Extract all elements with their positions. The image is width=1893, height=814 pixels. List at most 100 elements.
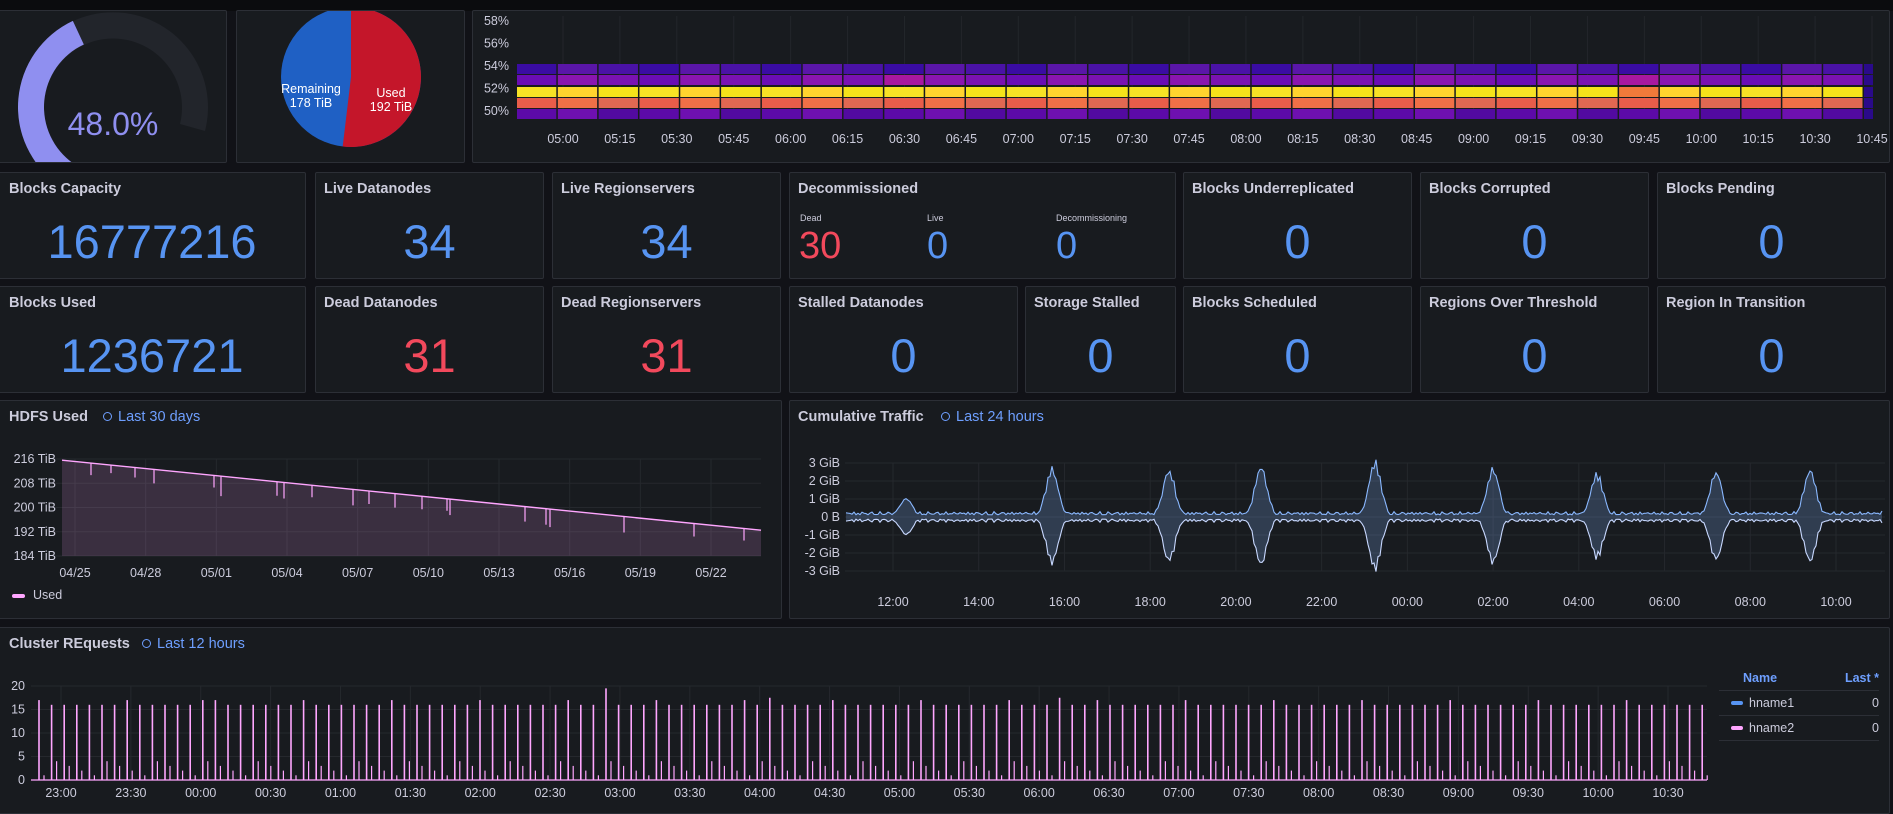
heatmap-cell xyxy=(1170,98,1210,108)
gauge-panel[interactable]: 48.0% xyxy=(0,10,227,163)
heatmap-cell xyxy=(1006,109,1047,119)
heatmap-cell xyxy=(1659,75,1700,85)
heatmap-cell xyxy=(966,75,1006,85)
heatmap-cell xyxy=(1823,98,1863,108)
requests-x-tick: 02:00 xyxy=(465,786,496,800)
heatmap-cell xyxy=(517,98,557,108)
heatmap-x-tick: 06:15 xyxy=(832,132,863,146)
heatmap-cell xyxy=(1047,87,1087,97)
heatmap-x-tick: 09:30 xyxy=(1572,132,1603,146)
blocks-underreplicated-panel[interactable]: Blocks Underreplicated 0 xyxy=(1183,172,1412,279)
traffic-x-tick: 12:00 xyxy=(877,595,908,609)
requests-y-tick: 10 xyxy=(11,726,25,740)
heatmap-cell xyxy=(761,75,802,85)
heatmap-cell xyxy=(1619,98,1659,108)
traffic-y-tick: 1 GiB xyxy=(809,492,840,506)
heatmap-cell xyxy=(843,98,883,108)
heatmap-panel[interactable]: 58% 56% 54% 52% 50% 05:00 05:15 05:30 05:45 06:00… xyxy=(472,10,1890,163)
cluster-requests-panel[interactable]: Cluster REquests Last 12 hours 20 15 10 5 0 2… xyxy=(0,627,1890,814)
heatmap-cell xyxy=(1415,75,1455,85)
blocks-scheduled-panel[interactable]: Blocks Scheduled 0 xyxy=(1183,286,1412,393)
pie-chart: Remaining 178 TiB Used 192 TiB xyxy=(281,11,421,147)
heatmap-chart: 58% 56% 54% 52% 50% 05:00 05:15 05:30 05:45 06:00… xyxy=(484,14,1888,146)
heatmap-cell xyxy=(1496,64,1536,74)
decommissioning-label: Decommissioning xyxy=(1056,213,1128,223)
heatmap-x-tick: 06:00 xyxy=(775,132,806,146)
decommissioned-panel[interactable]: Decommissioned Dead 30 Live 0 Decommissi… xyxy=(789,172,1176,279)
time-range-label: Last 30 days xyxy=(118,409,201,425)
blocks-used-panel[interactable]: Blocks Used 1236721 xyxy=(0,286,306,393)
heatmap-cell xyxy=(802,109,843,119)
panel-title: Live Regionservers xyxy=(561,181,695,197)
requests-y-tick: 15 xyxy=(11,703,25,717)
panel-title: Dead Regionservers xyxy=(561,295,702,311)
requests-x-tick: 08:30 xyxy=(1373,786,1404,800)
heatmap-cell xyxy=(680,87,720,97)
requests-x-tick: 07:00 xyxy=(1163,786,1194,800)
regions-over-threshold-panel[interactable]: Regions Over Threshold 0 xyxy=(1420,286,1649,393)
requests-x-tick: 23:00 xyxy=(45,786,76,800)
heatmap-x-tick: 08:45 xyxy=(1401,132,1432,146)
hdfs-x-tick: 04/28 xyxy=(130,566,161,580)
heatmap-cell xyxy=(1782,87,1822,97)
blocks-pending-panel[interactable]: Blocks Pending 0 xyxy=(1657,172,1886,279)
heatmap-cell xyxy=(721,75,761,85)
heatmap-cell xyxy=(1496,75,1536,85)
heatmap-cell xyxy=(1700,98,1741,108)
requests-x-tick: 05:00 xyxy=(884,786,915,800)
heatmap-cell xyxy=(884,75,924,85)
blocks-corrupted-panel[interactable]: Blocks Corrupted 0 xyxy=(1420,172,1649,279)
heatmap-cell xyxy=(843,87,883,97)
heatmap-cell xyxy=(1333,87,1373,97)
panel-title: Cumulative Traffic xyxy=(798,409,924,425)
requests-x-tick: 00:30 xyxy=(255,786,286,800)
heatmap-x-tick: 08:00 xyxy=(1230,132,1261,146)
dead-regionservers-panel[interactable]: Dead Regionservers 31 xyxy=(552,286,781,393)
time-range-link[interactable]: Last 12 hours xyxy=(142,636,245,652)
traffic-x-tick: 04:00 xyxy=(1563,595,1594,609)
gauge-fill xyxy=(18,20,84,162)
cumulative-traffic-panel[interactable]: Cumulative Traffic Last 24 hours 3 GiB 2 … xyxy=(789,400,1890,619)
heatmap-cell xyxy=(1047,75,1087,85)
live-datanodes-panel[interactable]: Live Datanodes 34 xyxy=(315,172,544,279)
requests-x-tick: 06:00 xyxy=(1024,786,1055,800)
region-in-transition-panel[interactable]: Region In Transition 0 xyxy=(1657,286,1886,393)
panel-title: Live Datanodes xyxy=(324,181,432,197)
stat-value: 16777216 xyxy=(47,215,257,268)
requests-x-tick: 00:00 xyxy=(185,786,216,800)
storage-stalled-panel[interactable]: Storage Stalled 0 xyxy=(1025,286,1176,393)
blocks-capacity-panel[interactable]: Blocks Capacity 16777216 xyxy=(0,172,306,279)
heatmap-cell xyxy=(1129,64,1169,74)
hdfs-used-panel[interactable]: HDFS Used Last 30 days 216 TiB 208 TiB 200… xyxy=(0,400,782,619)
heatmap-cell xyxy=(761,64,802,74)
time-range-link[interactable]: Last 24 hours xyxy=(941,409,1044,425)
requests-y-tick: 0 xyxy=(18,773,25,787)
legend-row-hname1[interactable]: hname1 0 xyxy=(1719,691,1879,716)
legend-col-last[interactable]: Last * xyxy=(1844,671,1879,685)
traffic-x-tick: 00:00 xyxy=(1392,595,1423,609)
live-regionservers-panel[interactable]: Live Regionservers 34 xyxy=(552,172,781,279)
heatmap-cell xyxy=(1251,64,1292,74)
stalled-datanodes-panel[interactable]: Stalled Datanodes 0 xyxy=(789,286,1018,393)
stat-value: 0 xyxy=(1758,215,1785,268)
heatmap-cell xyxy=(1864,87,1873,97)
dead-datanodes-panel[interactable]: Dead Datanodes 31 xyxy=(315,286,544,393)
heatmap-cell xyxy=(1700,75,1741,85)
heatmap-cell xyxy=(1088,109,1128,119)
stat-value: 1236721 xyxy=(60,329,244,382)
legend-row-hname2[interactable]: hname2 0 xyxy=(1719,716,1879,741)
heatmap-cell xyxy=(598,64,638,74)
heatmap-cell xyxy=(721,64,761,74)
heatmap-x-tick: 07:00 xyxy=(1003,132,1034,146)
pie-panel[interactable]: Remaining 178 TiB Used 192 TiB xyxy=(236,10,465,163)
time-range-link[interactable]: Last 30 days xyxy=(103,409,200,425)
heatmap-cell xyxy=(1292,75,1332,85)
hdfs-x-tick: 05/04 xyxy=(271,566,302,580)
legend-col-name[interactable]: Name xyxy=(1743,671,1778,685)
pie-slice-used xyxy=(342,11,421,147)
heatmap-cell xyxy=(1374,75,1414,85)
requests-x-tick: 09:00 xyxy=(1443,786,1474,800)
hdfs-x-tick: 05/01 xyxy=(201,566,232,580)
heatmap-cell xyxy=(1455,75,1496,85)
legend-swatch xyxy=(12,594,25,598)
